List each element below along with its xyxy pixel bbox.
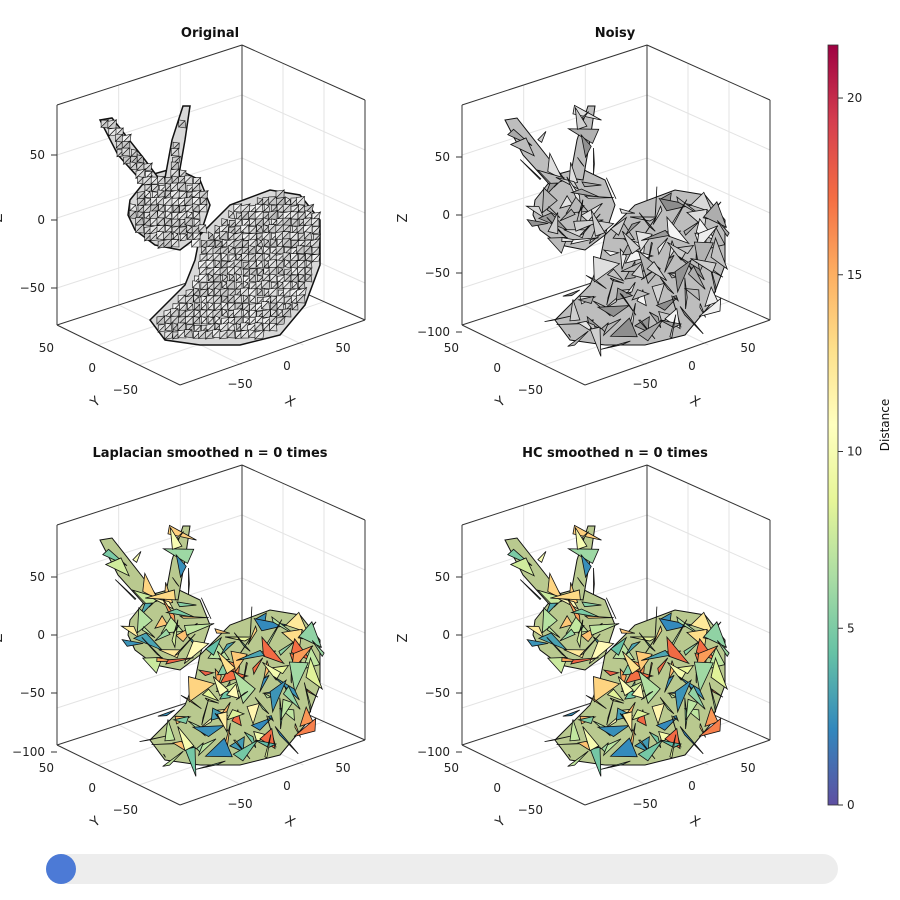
- z-tick-label: 0: [442, 628, 450, 642]
- y-tick-label: 50: [39, 761, 54, 775]
- x-tick-label: −50: [632, 797, 657, 811]
- z-tick-label: −100: [417, 325, 450, 339]
- x-tick-label: 0: [688, 359, 696, 373]
- y-axis-label: Y: [492, 814, 509, 831]
- bunny-mesh: [504, 104, 730, 357]
- y-axis-label: Y: [87, 814, 104, 831]
- z-tick-label: 0: [37, 628, 45, 642]
- y-tick-label: 0: [493, 781, 501, 795]
- smoothing-iterations-slider-track[interactable]: [46, 854, 838, 884]
- colorbar-label: Distance: [878, 398, 892, 452]
- y-tick-label: −50: [518, 803, 543, 817]
- plot-panel: 50 0 −50 50 0 −50 −50 0 50 Y X Z: [0, 44, 366, 411]
- bunny-mesh: [99, 524, 325, 777]
- x-tick-label: 50: [740, 341, 755, 355]
- colorbar-tick-label: 15: [847, 268, 862, 282]
- y-tick-label: −50: [113, 803, 138, 817]
- y-tick-label: 50: [444, 761, 459, 775]
- y-tick-label: 0: [493, 361, 501, 375]
- z-tick-label: −50: [20, 686, 45, 700]
- z-tick-label: −100: [417, 745, 450, 759]
- plot-panel: 50 0 −50 −100 50 0 −50 −50 0 50 Y X Z: [0, 464, 366, 831]
- x-tick-label: −50: [632, 377, 657, 391]
- z-tick-label: −50: [20, 281, 45, 295]
- colorbar-tick-label: 10: [847, 445, 862, 459]
- z-tick-label: −100: [12, 745, 45, 759]
- y-axis-label: Y: [492, 394, 509, 411]
- z-axis-label: Z: [0, 213, 6, 222]
- z-tick-label: 50: [30, 148, 45, 162]
- z-tick-label: 50: [30, 570, 45, 584]
- y-tick-label: 50: [444, 341, 459, 355]
- z-tick-label: −50: [425, 686, 450, 700]
- z-tick-label: 50: [435, 150, 450, 164]
- bunny-mesh: [504, 524, 730, 777]
- x-tick-label: −50: [227, 377, 252, 391]
- z-tick-label: 0: [37, 213, 45, 227]
- x-tick-label: 0: [688, 779, 696, 793]
- smoothing-iterations-slider-knob[interactable]: [46, 854, 76, 884]
- colorbar: 0 5 10 15 20: [827, 44, 862, 812]
- z-axis-label: Z: [396, 213, 411, 222]
- y-tick-label: −50: [518, 383, 543, 397]
- x-tick-label: 0: [283, 779, 291, 793]
- bunny-mesh: [98, 105, 322, 346]
- x-tick-label: 50: [740, 761, 755, 775]
- y-axis-label: Y: [87, 394, 104, 411]
- panel-title-noisy: Noisy: [594, 26, 636, 41]
- y-tick-label: −50: [113, 383, 138, 397]
- y-tick-label: 0: [88, 781, 96, 795]
- x-tick-label: 50: [335, 761, 350, 775]
- z-tick-label: 50: [435, 570, 450, 584]
- y-tick-label: 0: [88, 361, 96, 375]
- z-axis-label: Z: [396, 633, 411, 642]
- x-axis-label: X: [687, 393, 702, 410]
- colorbar-tick-label: 0: [847, 798, 855, 812]
- panel-title-original: Original: [180, 26, 240, 41]
- x-axis-label: X: [687, 813, 702, 830]
- plot-panel: 50 0 −50 −100 50 0 −50 −50 0 50 Y X Z: [396, 44, 771, 411]
- z-tick-label: 0: [442, 208, 450, 222]
- x-axis-label: X: [282, 813, 297, 830]
- panel-title-hc: HC smoothed n = 0 times: [522, 446, 708, 461]
- colorbar-gradient: [827, 44, 839, 806]
- colorbar-tick-label: 5: [847, 621, 855, 635]
- z-axis-label: Z: [0, 633, 6, 642]
- panel-title-laplacian: Laplacian smoothed n = 0 times: [92, 446, 328, 461]
- x-tick-label: −50: [227, 797, 252, 811]
- x-tick-label: 50: [335, 341, 350, 355]
- x-tick-label: 0: [283, 359, 291, 373]
- colorbar-tick-label: 20: [847, 91, 862, 105]
- y-tick-label: 50: [39, 341, 54, 355]
- plot-panel: 50 0 −50 −100 50 0 −50 −50 0 50 Y X Z: [396, 464, 771, 831]
- z-tick-label: −50: [425, 266, 450, 280]
- x-axis-label: X: [282, 393, 297, 410]
